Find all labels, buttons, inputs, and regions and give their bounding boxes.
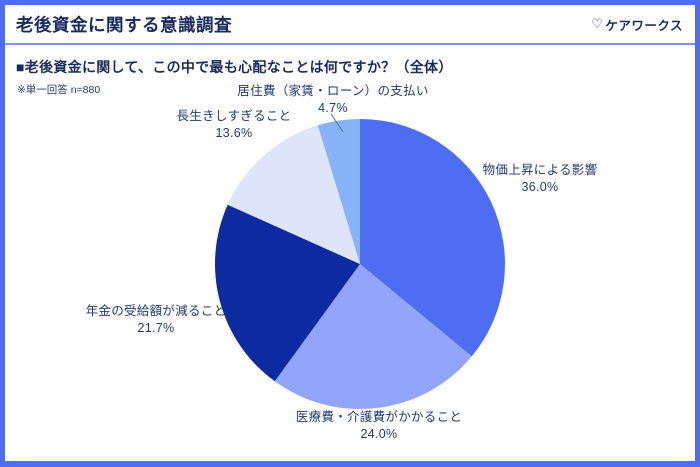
slice-label-text: 長生きしすぎること	[176, 109, 292, 123]
slice-label-housing-costs: 居住費（家賃・ローン）の支払い 4.7%	[213, 83, 453, 117]
header-bar: 老後資金に関する意識調査 ♡ ケアワークス	[5, 5, 695, 45]
slice-label-value: 36.0%	[521, 180, 559, 194]
page-title: 老後資金に関する意識調査	[16, 14, 232, 35]
brand-logo-text: ケアワークス	[605, 18, 683, 33]
slice-label-text: 物価上昇による影響	[482, 163, 598, 177]
slice-label-text: 居住費（家賃・ローン）の支払い	[237, 84, 429, 98]
heart-icon: ♡	[591, 16, 604, 31]
slice-label-living-too-long: 長生きしすぎること 13.6%	[134, 108, 334, 142]
slice-label-value: 21.7%	[137, 321, 175, 335]
pie-slice-0	[360, 119, 505, 357]
slice-label-price-increase: 物価上昇による影響 36.0%	[445, 162, 635, 196]
pie-slice-2	[215, 204, 360, 382]
slice-label-value: 24.0%	[360, 427, 398, 441]
pie-slice-1	[274, 264, 472, 410]
slice-label-text: 医療費・介護費がかかること	[295, 410, 463, 424]
slice-label-medical-care-costs: 医療費・介護費がかかること 24.0%	[269, 409, 489, 443]
slice-label-value: 4.7%	[318, 101, 348, 115]
survey-question: ■老後資金に関して、この中で最も心配なことは何ですか？（全体）	[16, 59, 453, 75]
pie-slice-3	[227, 125, 360, 264]
brand-logo: ♡ ケアワークス	[591, 15, 683, 34]
slice-label-pension-decrease: 年金の受給額が減ること 21.7%	[46, 303, 266, 337]
slice-label-value: 13.6%	[215, 126, 253, 140]
slice-label-text: 年金の受給額が減ること	[85, 304, 227, 318]
sample-size-note: ※単一回答 n=880	[17, 84, 101, 96]
